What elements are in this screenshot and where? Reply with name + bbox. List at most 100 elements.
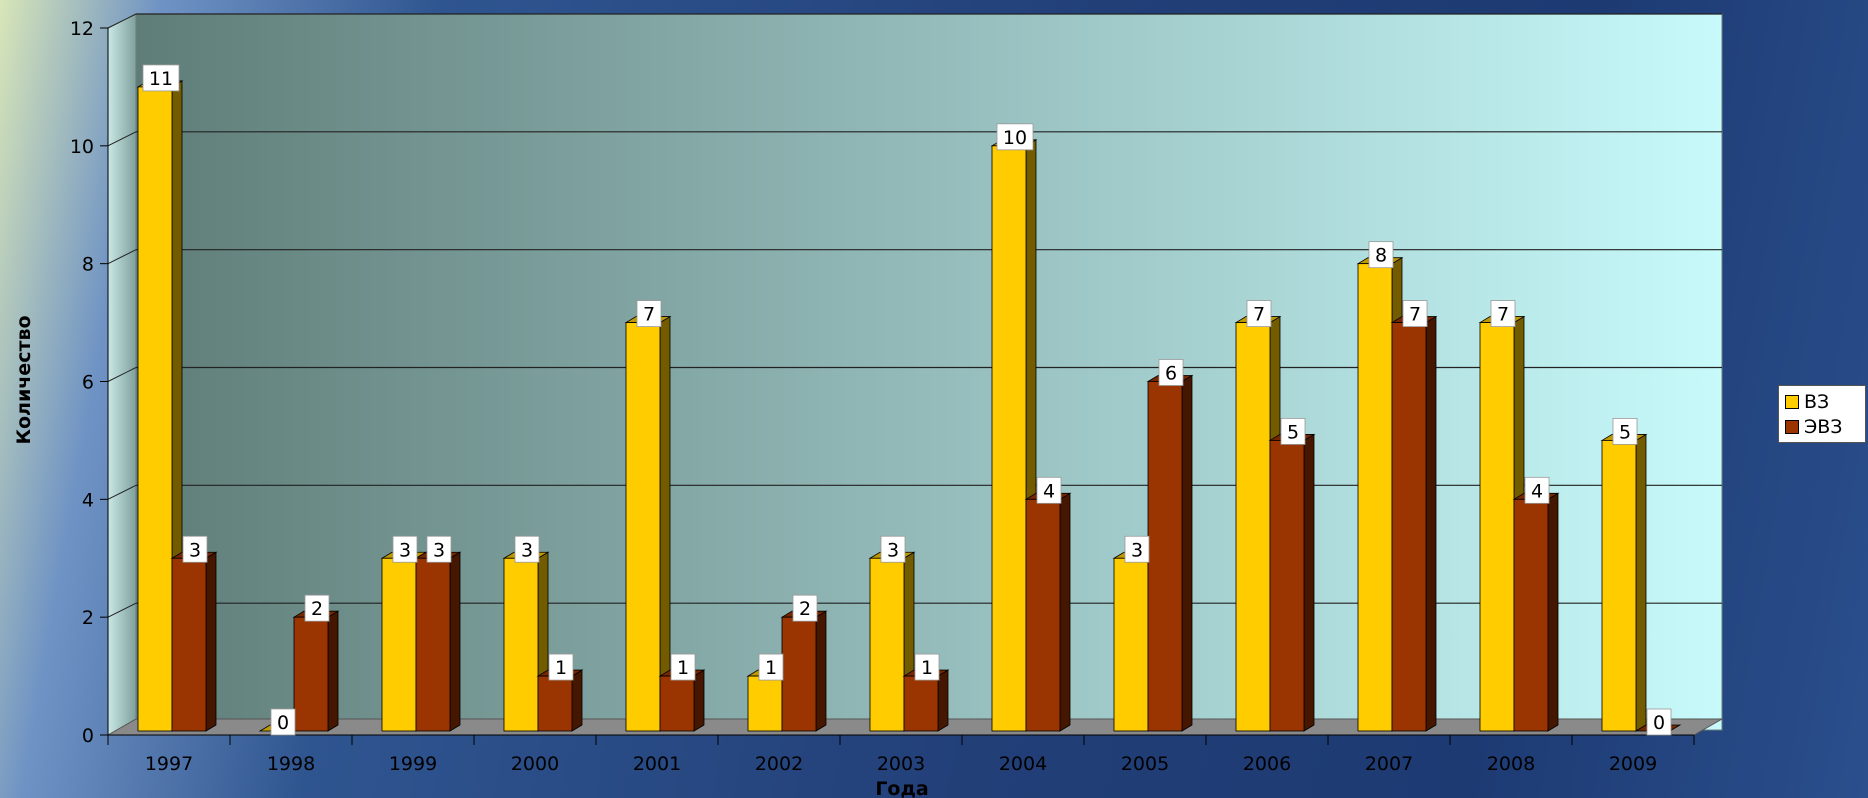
- bar-front: [1391, 322, 1427, 732]
- data-label: 10: [996, 123, 1034, 151]
- data-label-text: 10: [1003, 127, 1027, 149]
- x-tick-label: 1997: [145, 753, 193, 775]
- data-label: 0: [1646, 708, 1672, 736]
- bar-side: [1635, 433, 1647, 732]
- data-label: 8: [1368, 241, 1394, 269]
- gridline-side: [107, 484, 137, 500]
- bar: [170, 551, 218, 732]
- bar: [414, 551, 462, 732]
- data-label-box: [670, 653, 696, 681]
- data-label-box: [548, 653, 574, 681]
- x-tick-label: 2009: [1609, 753, 1657, 775]
- gridline-side: [107, 131, 137, 147]
- data-label-box: [304, 594, 330, 622]
- data-label-text: 7: [1497, 304, 1509, 326]
- y-axis-title: Количество: [13, 315, 35, 444]
- bar-side: [693, 669, 705, 732]
- data-label: 4: [1036, 476, 1062, 504]
- legend-swatch-vz: [1785, 395, 1799, 409]
- data-label: 3: [880, 535, 906, 563]
- y-tick-label: 4: [82, 489, 94, 511]
- bar: [1512, 492, 1560, 732]
- data-label: 3: [1124, 535, 1150, 563]
- data-label-box: [392, 535, 418, 563]
- data-label: 6: [1158, 359, 1184, 386]
- bar: [780, 610, 828, 732]
- bar-front: [747, 675, 783, 732]
- data-label-box: [880, 535, 906, 563]
- data-label-text: 0: [277, 712, 289, 734]
- x-tick-label: 1999: [389, 753, 437, 775]
- data-label: 7: [636, 300, 662, 327]
- data-label-box: [1124, 535, 1150, 563]
- data-label: 2: [304, 594, 330, 622]
- bar-side: [205, 551, 217, 732]
- data-label: 7: [1246, 300, 1272, 327]
- bar-front: [1269, 440, 1305, 732]
- legend-label-vz: ВЗ: [1804, 391, 1830, 413]
- legend: ВЗ ЭВЗ: [1778, 385, 1866, 443]
- bar-front: [537, 675, 573, 732]
- legend-item-evz: ЭВЗ: [1785, 416, 1842, 438]
- bar-front: [415, 557, 451, 732]
- bar-front: [659, 675, 695, 732]
- data-label-box: [1612, 418, 1638, 445]
- data-label: 5: [1280, 418, 1306, 445]
- bar-front: [1513, 498, 1549, 732]
- gridlines: [107, 13, 1722, 618]
- bar: [658, 669, 706, 732]
- data-label-text: 7: [1253, 304, 1265, 326]
- x-tick-label: 2005: [1121, 753, 1169, 775]
- data-label: 1: [670, 653, 696, 681]
- data-label-text: 5: [1619, 421, 1631, 443]
- data-label: 5: [1612, 418, 1638, 445]
- gridline-side: [107, 602, 137, 618]
- data-label-box: [1646, 708, 1672, 736]
- bar-front: [1601, 440, 1637, 732]
- bar-front: [991, 145, 1027, 732]
- bar-front: [1147, 381, 1183, 732]
- gridline-side: [107, 367, 137, 382]
- bar-side: [1425, 315, 1437, 732]
- x-tick-label: 2000: [511, 753, 559, 775]
- data-label-box: [1524, 476, 1550, 504]
- data-label-text: 1: [677, 657, 689, 679]
- data-label-text: 3: [887, 539, 899, 561]
- data-label: 1: [914, 653, 940, 681]
- legend-swatch-evz: [1785, 420, 1799, 434]
- y-tick-label: 12: [70, 18, 94, 40]
- data-label: 7: [1490, 300, 1516, 327]
- bar-front: [1357, 263, 1393, 732]
- data-label-text: 8: [1375, 245, 1387, 267]
- data-label: 1: [758, 653, 784, 681]
- bar-front: [1235, 322, 1271, 732]
- bar-side: [937, 669, 949, 732]
- bar-side: [1059, 492, 1071, 732]
- bar-front: [503, 557, 539, 732]
- data-label-box: [142, 64, 180, 92]
- data-label: 11: [142, 64, 180, 92]
- data-label-box: [1246, 300, 1272, 327]
- bar: [624, 315, 672, 732]
- y-tick-label: 0: [82, 725, 94, 747]
- x-tick-label: 2008: [1487, 753, 1535, 775]
- bar-front: [869, 557, 905, 732]
- bar: [1146, 374, 1194, 732]
- data-label-box: [758, 653, 784, 681]
- x-tick-label: 2003: [877, 753, 925, 775]
- bar-side: [815, 610, 827, 732]
- bars: [136, 80, 1682, 732]
- x-tick-label: 2004: [999, 753, 1047, 775]
- bar-front: [137, 86, 173, 732]
- data-label-text: 3: [433, 539, 445, 561]
- x-tick-label: 2007: [1365, 753, 1413, 775]
- data-label: 3: [392, 535, 418, 563]
- x-tick-label: 2001: [633, 753, 681, 775]
- x-tick-label: 2006: [1243, 753, 1291, 775]
- bar-front: [293, 616, 329, 732]
- gridline-side: [107, 13, 137, 29]
- data-label-box: [914, 653, 940, 681]
- x-tick-label: 2002: [755, 753, 803, 775]
